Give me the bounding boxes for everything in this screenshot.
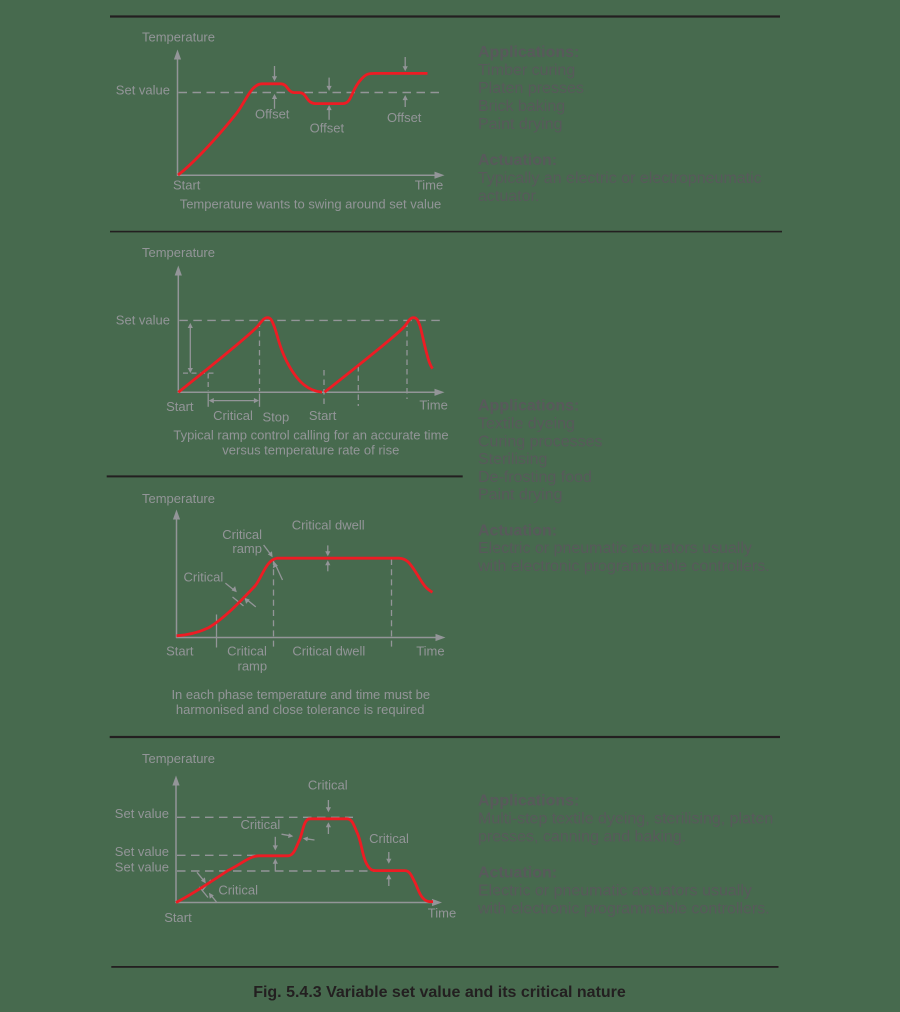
- svg-text:Timber curing: Timber curing: [478, 62, 575, 79]
- svg-text:Typically an electric or elect: Typically an electric or electropneumati…: [478, 170, 762, 187]
- svg-text:harmonised and close tolerance: harmonised and close tolerance is requir…: [176, 702, 425, 717]
- svg-text:versus temperature rate of ris: versus temperature rate of rise: [222, 442, 399, 457]
- svg-text:ramp: ramp: [237, 658, 267, 673]
- svg-text:Critical dwell: Critical dwell: [292, 518, 365, 533]
- svg-text:Brick baking: Brick baking: [478, 98, 565, 115]
- svg-text:Paint drying: Paint drying: [478, 116, 563, 133]
- svg-text:Set value: Set value: [116, 83, 170, 98]
- svg-text:Time: Time: [419, 398, 447, 413]
- svg-text:Actuation:: Actuation:: [478, 522, 557, 539]
- svg-text:Critical: Critical: [218, 882, 258, 897]
- svg-text:with electronic programmable c: with electronic programmable controllers…: [477, 558, 770, 575]
- svg-text:with electronic programmable c: with electronic programmable controllers…: [477, 901, 770, 918]
- svg-text:Offset: Offset: [255, 107, 290, 122]
- svg-text:Temperature: Temperature: [142, 29, 215, 44]
- svg-text:Start: Start: [173, 177, 201, 192]
- svg-text:Critical: Critical: [369, 831, 409, 846]
- svg-text:Time: Time: [416, 643, 444, 658]
- svg-text:Critical: Critical: [241, 817, 281, 832]
- svg-text:Time: Time: [415, 177, 443, 192]
- svg-text:Paint drying: Paint drying: [478, 487, 563, 504]
- svg-text:Start: Start: [166, 643, 194, 658]
- svg-text:Stop: Stop: [263, 410, 290, 425]
- svg-text:Actuation:: Actuation:: [478, 865, 557, 882]
- svg-text:Actuation:: Actuation:: [478, 152, 557, 169]
- svg-text:Temperature: Temperature: [142, 751, 215, 766]
- svg-text:Time: Time: [428, 905, 456, 920]
- svg-text:Critical: Critical: [213, 408, 253, 423]
- svg-text:Offset: Offset: [310, 121, 345, 136]
- svg-text:Set value: Set value: [115, 844, 169, 859]
- svg-text:Set value: Set value: [115, 806, 169, 821]
- svg-text:Set value: Set value: [115, 860, 169, 875]
- svg-text:Temperature: Temperature: [142, 491, 215, 506]
- svg-text:Electric or pneumatic actuator: Electric or pneumatic actuators usually: [478, 540, 752, 557]
- svg-text:ramp: ramp: [232, 541, 262, 556]
- svg-text:Start: Start: [164, 910, 192, 925]
- svg-text:Multi-step textile dyeing, ste: Multi-step textile dyeing, sterilising, …: [478, 811, 773, 828]
- svg-text:Applications:: Applications:: [478, 44, 579, 61]
- svg-text:Critical dwell: Critical dwell: [292, 643, 365, 658]
- svg-text:Sterilising: Sterilising: [478, 451, 547, 468]
- svg-text:Critical: Critical: [227, 643, 267, 658]
- svg-text:Critical: Critical: [184, 569, 224, 584]
- svg-text:Start: Start: [166, 399, 194, 414]
- svg-text:Electric or pneumatic actuator: Electric or pneumatic actuators usually: [478, 883, 752, 900]
- svg-text:Offset: Offset: [387, 110, 422, 125]
- svg-text:Critical: Critical: [308, 778, 348, 793]
- svg-text:Temperature wants to swing aro: Temperature wants to swing around set va…: [180, 196, 442, 211]
- svg-text:actuator.: actuator.: [478, 188, 539, 205]
- svg-text:Set value: Set value: [116, 312, 170, 327]
- svg-text:Fig. 5.4.3 Variable set value: Fig. 5.4.3 Variable set value and its cr…: [253, 984, 626, 1001]
- svg-text:Critical: Critical: [222, 527, 262, 542]
- svg-text:In each phase temperature and: In each phase temperature and time must …: [171, 687, 430, 702]
- svg-text:Temperature: Temperature: [142, 245, 215, 260]
- svg-text:presses, canning and baking.: presses, canning and baking.: [478, 829, 686, 846]
- svg-text:Textile dyeing: Textile dyeing: [478, 416, 575, 433]
- svg-text:Typical ramp control calling f: Typical ramp control calling for an accu…: [173, 427, 448, 442]
- svg-text:Curing processes: Curing processes: [478, 433, 603, 450]
- svg-text:Applications:: Applications:: [478, 793, 579, 810]
- svg-text:Platen presses: Platen presses: [478, 80, 584, 97]
- svg-text:De-frosting food: De-frosting food: [478, 469, 592, 486]
- svg-text:Start: Start: [309, 408, 337, 423]
- svg-text:Applications:: Applications:: [478, 398, 579, 415]
